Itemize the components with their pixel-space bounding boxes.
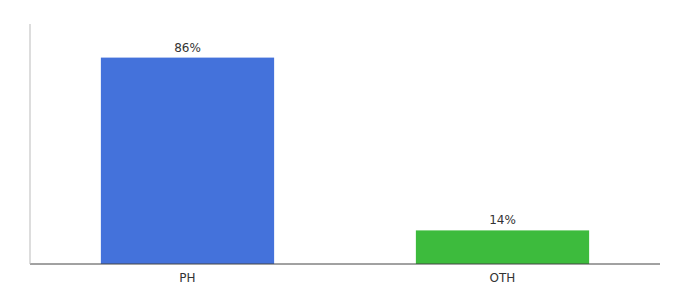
x-axis-line bbox=[30, 264, 660, 265]
bar bbox=[101, 58, 274, 264]
x-tick-label: PH bbox=[179, 271, 195, 285]
chart-container: 86% 14% PH OTH bbox=[0, 0, 680, 300]
data-labels: 86% 14% bbox=[174, 41, 516, 228]
data-label: 86% bbox=[174, 41, 201, 55]
chart-svg: 86% 14% PH OTH bbox=[0, 0, 680, 300]
x-tick-label: OTH bbox=[490, 271, 516, 285]
y-axis-line bbox=[30, 24, 31, 264]
bars bbox=[101, 58, 589, 264]
axes: PH OTH bbox=[30, 24, 660, 285]
data-label: 14% bbox=[489, 213, 516, 227]
bar bbox=[416, 230, 589, 264]
